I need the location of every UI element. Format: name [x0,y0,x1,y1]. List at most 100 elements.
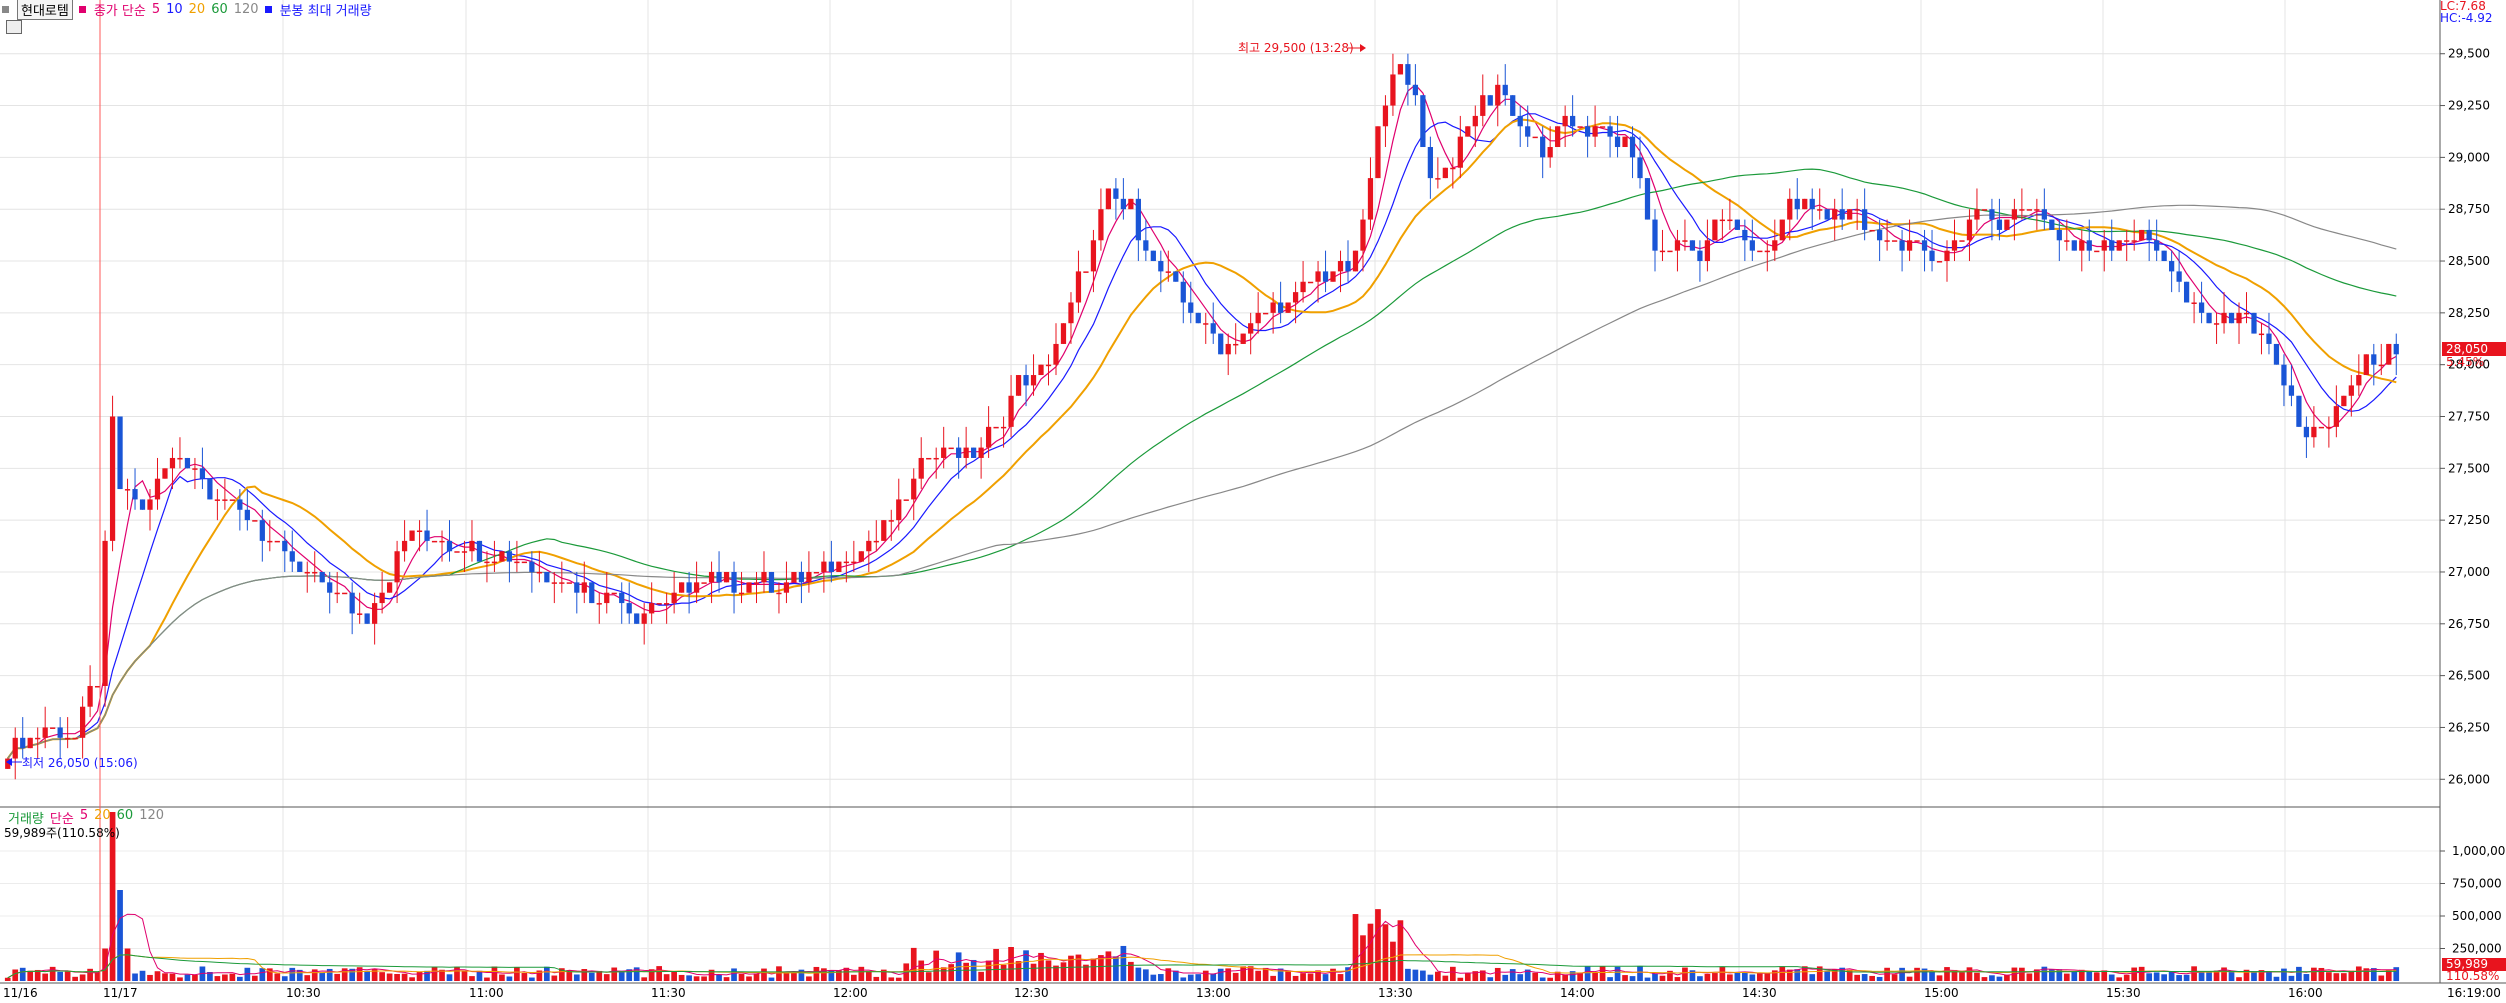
volume-bar [1023,950,1029,981]
ma-period-120[interactable]: 120 [233,1,259,17]
vol-ma-60[interactable]: 60 [116,808,134,823]
volume-bar [1749,974,1756,981]
volume-tick-label: 250,000 [2452,942,2502,956]
max-volume-label[interactable]: 분봉 최대 거래량 [279,3,372,19]
y-tick-label: 29,250 [2448,99,2490,113]
x-tick-label: 11/16 [3,986,38,1000]
candle-body [1337,261,1344,272]
volume-bar [2093,972,2100,981]
candle-body [1555,126,1561,148]
candle-body [985,426,992,448]
volume-bar [1442,975,1449,981]
volume-bar [581,969,588,981]
volume-bar [2026,973,2033,981]
candle-body [2049,219,2055,230]
candle-body [626,603,632,614]
volume-bar [341,968,348,981]
candle-body [372,603,378,624]
candle-body [693,582,700,593]
table-icon[interactable] [6,20,22,34]
candle-body [678,582,685,593]
candle-body [1974,209,1980,220]
candle-body [506,551,513,562]
volume-bar [1532,972,1539,981]
candle-body [1457,136,1463,168]
ma-period-60[interactable]: 60 [211,1,228,17]
volume-bar [386,973,393,981]
volume-bar [1704,973,1711,981]
candle-body [821,561,827,572]
candle-body [484,561,490,564]
candle-body [1727,219,1733,222]
volume-bar [506,976,513,981]
candle-body [783,582,790,593]
volume-bar [1592,972,1598,981]
candle-body [664,603,670,605]
candle-body [1689,240,1696,251]
ma-period-5[interactable]: 5 [151,1,161,17]
candle-body [169,457,176,469]
ma-label[interactable]: 종가 단순 [93,3,146,19]
vol-ma-20[interactable]: 20 [94,808,111,823]
volume-bar [1682,967,1688,981]
candle-body [881,520,887,541]
candle-body [1847,209,1853,220]
ma-line-5 [7,83,2397,759]
candle-body [1465,126,1471,137]
volume-bar [2071,971,2078,981]
ma-period-10[interactable]: 10 [166,1,183,17]
candle-body [521,561,528,564]
candle-body [1682,240,1688,242]
candle-body [2116,240,2122,251]
candle-body [873,540,879,543]
volume-ma-line [7,913,2397,979]
vol-ma-120[interactable]: 120 [139,808,165,823]
volume-bar [2213,970,2220,981]
volume-bar [1727,974,1733,981]
candle-body [476,540,483,562]
volume-bar [1854,974,1861,981]
low-label: 최저 26,050 (15:06) [22,756,138,770]
y-tick-label: 28,750 [2448,202,2490,216]
candle-body [2296,395,2302,427]
volume-bar [783,972,790,981]
volume-bar [12,969,19,981]
volume-bar [94,971,101,981]
volume-ma-line [7,954,2397,979]
candle-body [1240,333,1246,344]
candle-body [1502,84,1508,96]
volume-bar [2221,967,2227,981]
y-tick-label: 27,500 [2448,461,2490,475]
volume-bar [394,973,400,981]
volume-bar [446,974,453,981]
candle-body [2198,302,2205,313]
candle-body [843,561,849,564]
candle-body [2064,240,2070,242]
candle-body [1936,261,1943,263]
candle-body [1248,323,1254,334]
volume-bar [618,970,625,981]
volume-bar [1165,968,1172,981]
volume-bar [2236,977,2242,981]
candle-body [282,540,288,552]
candle-body [2109,240,2115,251]
candle-body [2011,209,2018,220]
volume-bar [1330,968,1336,981]
candle-body [1764,250,1770,253]
candle-body [828,561,834,572]
volume-ma-label[interactable]: 단순 [49,812,74,827]
volume-title[interactable]: 거래량 [8,812,44,827]
high-annotation: 최고 29,500 (13:28) [1238,41,1366,55]
volume-bar [379,972,385,981]
volume-bar [289,967,296,981]
vol-ma-5[interactable]: 5 [79,808,89,823]
candle-body [1075,271,1082,303]
candle-body [312,571,318,574]
volume-bar [491,966,498,981]
candle-body [1839,209,1845,220]
current-price-tag: 28,050 5.45% [2442,342,2506,369]
volume-bar [880,969,887,981]
ma-period-20[interactable]: 20 [188,1,206,17]
stock-name[interactable]: 현대로템 [17,0,73,20]
